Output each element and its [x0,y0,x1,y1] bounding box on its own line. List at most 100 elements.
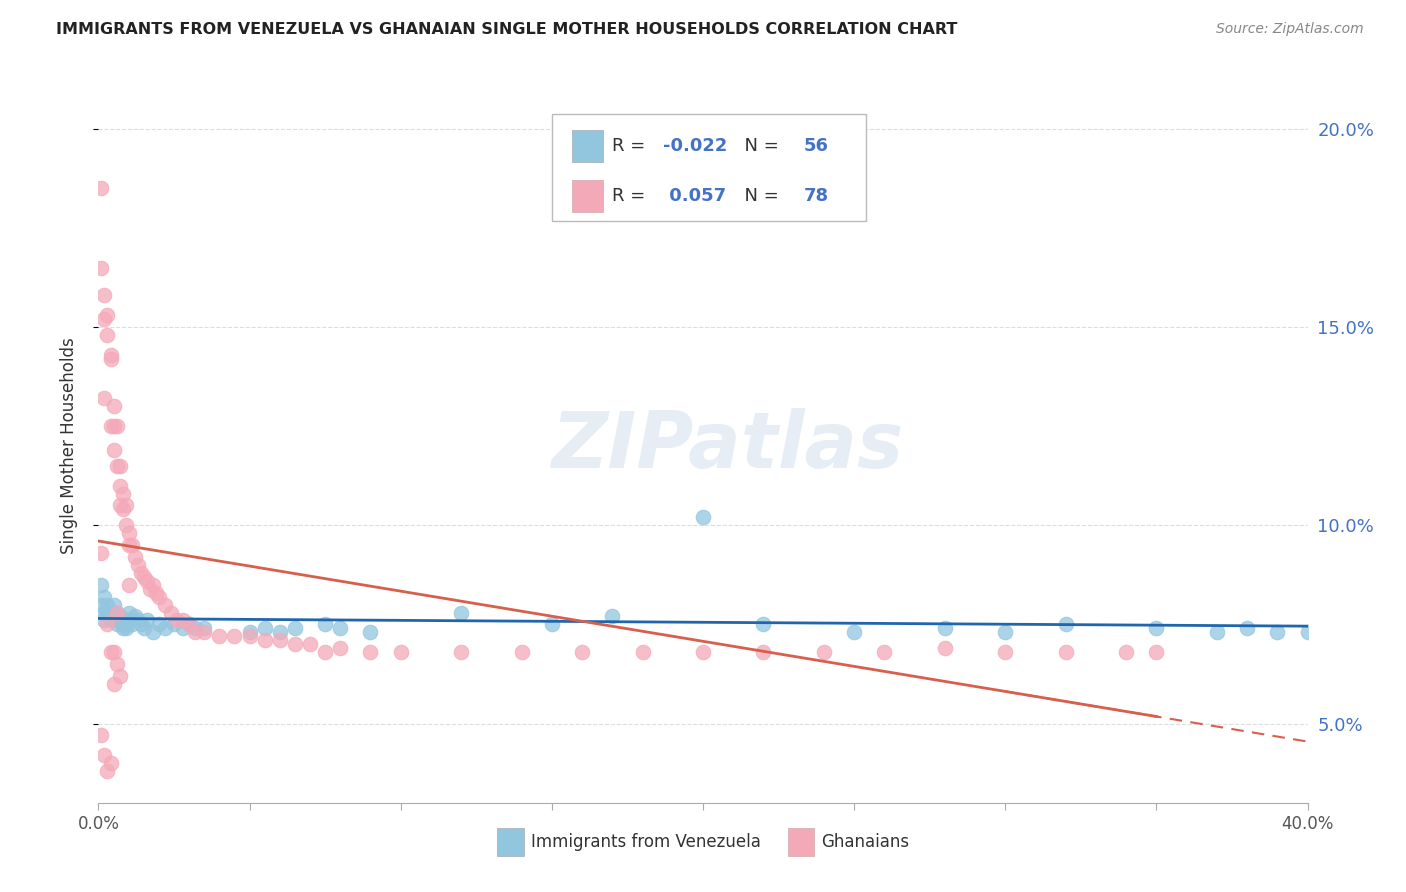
Point [103,645,125,659]
Point [105,458,128,473]
Point [114,621,136,635]
Text: N =: N = [734,186,785,204]
Point [692,510,714,524]
Point [153,621,176,635]
Text: Ghanaians: Ghanaians [821,833,910,851]
Point [166,614,188,628]
Point [631,645,654,659]
Point [224,629,246,643]
Point [124,609,146,624]
Point [105,657,128,671]
Point [148,617,170,632]
Point [153,598,176,612]
Point [129,617,152,632]
Point [100,348,122,362]
Point [752,617,775,632]
Text: Immigrants from Venezuela: Immigrants from Venezuela [531,833,761,851]
Point [93,748,115,763]
Text: -0.022: -0.022 [664,136,727,154]
Point [96,328,118,343]
Point [108,478,131,492]
Point [96,308,118,322]
Point [184,625,207,640]
Point [96,617,118,632]
Point [329,641,352,656]
Point [934,641,956,656]
FancyBboxPatch shape [498,828,524,856]
Point [100,645,122,659]
Point [118,578,141,592]
Point [121,538,143,552]
Point [114,617,136,632]
Point [284,621,307,635]
Point [108,458,131,473]
Point [602,609,624,624]
Point [108,669,131,683]
Text: Source: ZipAtlas.com: Source: ZipAtlas.com [1216,22,1364,37]
Point [873,645,896,659]
Point [114,499,136,513]
Point [239,625,262,640]
Point [299,637,322,651]
Point [96,606,118,620]
Point [132,621,155,635]
Point [1054,645,1077,659]
Point [121,617,143,632]
Point [692,645,714,659]
Point [100,614,122,628]
Point [193,625,215,640]
Point [571,645,593,659]
Point [90,578,112,592]
Point [118,538,141,552]
Point [142,625,165,640]
Point [160,606,183,620]
Y-axis label: Single Mother Households: Single Mother Households [59,338,77,554]
Point [111,502,134,516]
Point [90,728,112,742]
Point [1054,617,1077,632]
Point [103,677,125,691]
Point [179,617,201,632]
Point [108,614,131,628]
Point [163,617,186,632]
Point [93,312,115,326]
Point [108,499,131,513]
Point [135,574,157,588]
Point [103,400,125,414]
Point [172,614,194,628]
Point [253,621,276,635]
Point [1144,621,1167,635]
Point [329,621,352,635]
Point [100,351,122,366]
Point [118,526,141,541]
Point [1206,625,1229,640]
Point [111,621,134,635]
Point [179,617,201,632]
Point [127,558,149,572]
Point [127,614,149,628]
Point [100,756,122,771]
Point [193,621,215,635]
Point [139,582,162,596]
Point [510,645,533,659]
Point [1144,645,1167,659]
Point [135,614,157,628]
Point [105,617,128,632]
Point [934,621,956,635]
FancyBboxPatch shape [572,129,603,161]
Text: R =: R = [613,136,651,154]
Point [752,645,775,659]
Text: 0.057: 0.057 [664,186,727,204]
Point [132,570,155,584]
Point [994,625,1017,640]
Point [103,606,125,620]
Point [450,645,472,659]
Point [103,442,125,457]
Point [389,645,412,659]
Point [111,486,134,500]
Point [93,288,115,302]
Point [239,629,262,643]
Point [360,645,382,659]
Point [90,546,112,560]
Point [129,566,152,580]
